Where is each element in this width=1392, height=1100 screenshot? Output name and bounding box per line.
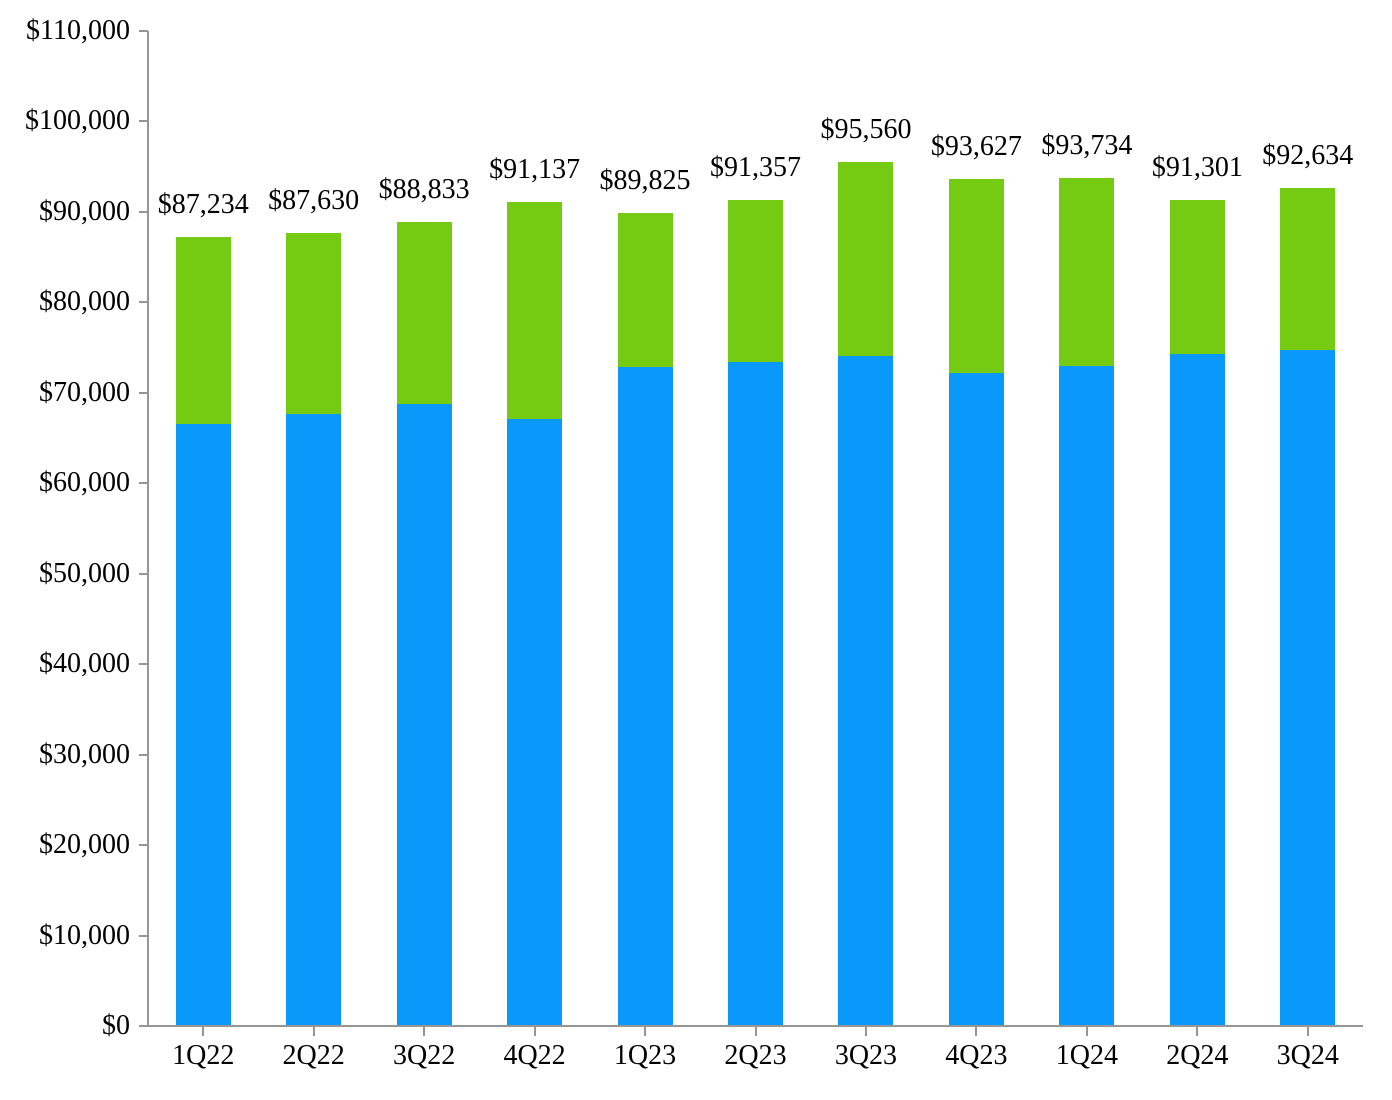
bar-total-label-1Q24: $93,734 bbox=[1041, 130, 1133, 162]
bar-2Q22-blue-lower-segment bbox=[286, 413, 342, 1026]
bar-4Q23-green-upper-segment bbox=[948, 179, 1004, 373]
y-axis-tick-label: $10,000 bbox=[39, 919, 130, 951]
bar-2Q23-blue-lower-segment bbox=[728, 362, 783, 1026]
y-axis-tick-mark bbox=[139, 482, 148, 485]
bar-total-label-1Q23: $89,825 bbox=[599, 165, 691, 197]
x-axis-tick-mark bbox=[533, 1026, 536, 1036]
bar-1Q23-blue-lower-segment bbox=[617, 367, 673, 1026]
bar-total-label-2Q22: $87,630 bbox=[268, 185, 360, 217]
bar-3Q23-blue-lower-segment bbox=[838, 355, 894, 1026]
y-axis-line bbox=[147, 31, 149, 1026]
bar-2Q24-blue-lower-segment bbox=[1169, 353, 1225, 1026]
bar-2Q22-green-upper-segment bbox=[286, 233, 342, 414]
y-axis-tick-mark bbox=[139, 663, 148, 666]
x-axis-tick-mark bbox=[1196, 1026, 1199, 1036]
bar-total-label-3Q22: $88,833 bbox=[378, 174, 470, 206]
x-axis-category-label-2Q24: 2Q24 bbox=[1166, 1040, 1229, 1071]
x-axis-category-label-3Q24: 3Q24 bbox=[1276, 1040, 1339, 1071]
bar-3Q23-green-upper-segment bbox=[838, 161, 894, 356]
bar-1Q24-blue-lower-segment bbox=[1059, 365, 1115, 1026]
bar-2Q23-green-upper-segment bbox=[728, 199, 783, 363]
y-axis-tick-label: $20,000 bbox=[39, 829, 130, 861]
bar-4Q22-blue-lower-segment bbox=[507, 419, 563, 1026]
y-axis-tick-mark bbox=[139, 120, 148, 123]
x-axis-tick-mark bbox=[644, 1026, 647, 1036]
bar-3Q24-green-upper-segment bbox=[1280, 188, 1336, 351]
y-axis-tick-label: $40,000 bbox=[39, 648, 130, 680]
x-axis-tick-mark bbox=[202, 1026, 205, 1036]
bar-total-label-1Q22: $87,234 bbox=[157, 188, 249, 220]
x-axis-category-label-4Q23: 4Q23 bbox=[945, 1040, 1008, 1071]
bar-1Q24-green-upper-segment bbox=[1059, 178, 1115, 366]
y-axis-tick-label: $0 bbox=[102, 1010, 130, 1041]
x-axis-category-label-1Q23: 1Q23 bbox=[613, 1040, 677, 1071]
x-axis-category-label-2Q22: 2Q22 bbox=[282, 1040, 345, 1071]
bar-3Q22-blue-lower-segment bbox=[396, 403, 452, 1026]
bar-total-label-3Q23: $95,560 bbox=[820, 113, 912, 145]
y-axis-tick-label: $80,000 bbox=[39, 286, 130, 318]
bar-total-label-3Q24: $92,634 bbox=[1262, 140, 1354, 172]
y-axis-tick-mark bbox=[139, 301, 148, 304]
x-axis-category-label-3Q23: 3Q23 bbox=[834, 1040, 898, 1071]
x-axis-category-label-1Q24: 1Q24 bbox=[1055, 1040, 1118, 1071]
x-axis-line bbox=[139, 1025, 1363, 1027]
y-axis-tick-mark bbox=[139, 934, 148, 937]
y-axis-tick-mark bbox=[139, 572, 148, 575]
bar-total-label-4Q22: $91,137 bbox=[489, 153, 581, 185]
x-axis-tick-mark bbox=[1085, 1026, 1088, 1036]
y-axis-tick-mark bbox=[139, 753, 148, 756]
x-axis-category-label-4Q22: 4Q22 bbox=[503, 1040, 566, 1071]
bar-total-label-2Q23: $91,357 bbox=[710, 151, 801, 183]
y-axis-tick-label: $100,000 bbox=[25, 105, 130, 137]
y-axis-tick-mark bbox=[139, 210, 148, 213]
bar-3Q22-green-upper-segment bbox=[396, 222, 452, 404]
y-axis-tick-label: $90,000 bbox=[39, 195, 130, 227]
x-axis-tick-mark bbox=[312, 1026, 315, 1036]
y-axis-tick-label: $30,000 bbox=[39, 738, 130, 770]
y-axis-tick-mark bbox=[139, 391, 148, 394]
x-axis-category-label-2Q23: 2Q23 bbox=[724, 1040, 787, 1071]
y-axis-tick-label: $50,000 bbox=[39, 557, 130, 589]
y-axis-tick-label: $70,000 bbox=[39, 376, 130, 408]
x-axis-tick-mark bbox=[1306, 1026, 1309, 1036]
bar-4Q22-green-upper-segment bbox=[507, 201, 563, 420]
bar-4Q23-blue-lower-segment bbox=[948, 372, 1004, 1026]
y-axis-tick-mark bbox=[139, 30, 148, 32]
y-axis-tick-label: $110,000 bbox=[26, 15, 130, 46]
x-axis-tick-mark bbox=[975, 1026, 978, 1036]
bar-1Q23-green-upper-segment bbox=[617, 213, 673, 368]
x-axis-category-label-1Q22: 1Q22 bbox=[172, 1040, 235, 1071]
y-axis-tick-label: $60,000 bbox=[39, 467, 130, 499]
bar-3Q24-blue-lower-segment bbox=[1280, 350, 1336, 1026]
x-axis-tick-mark bbox=[864, 1026, 867, 1036]
x-axis-tick-mark bbox=[423, 1026, 426, 1036]
bar-2Q24-green-upper-segment bbox=[1169, 200, 1225, 354]
bar-total-label-2Q24: $91,301 bbox=[1151, 152, 1243, 184]
bar-total-label-4Q23: $93,627 bbox=[930, 131, 1022, 163]
x-axis-tick-mark bbox=[754, 1026, 757, 1036]
x-axis-category-label-3Q22: 3Q22 bbox=[393, 1040, 456, 1071]
bar-1Q22-blue-lower-segment bbox=[175, 424, 231, 1026]
bar-1Q22-green-upper-segment bbox=[175, 236, 231, 425]
y-axis-tick-mark bbox=[139, 844, 148, 847]
